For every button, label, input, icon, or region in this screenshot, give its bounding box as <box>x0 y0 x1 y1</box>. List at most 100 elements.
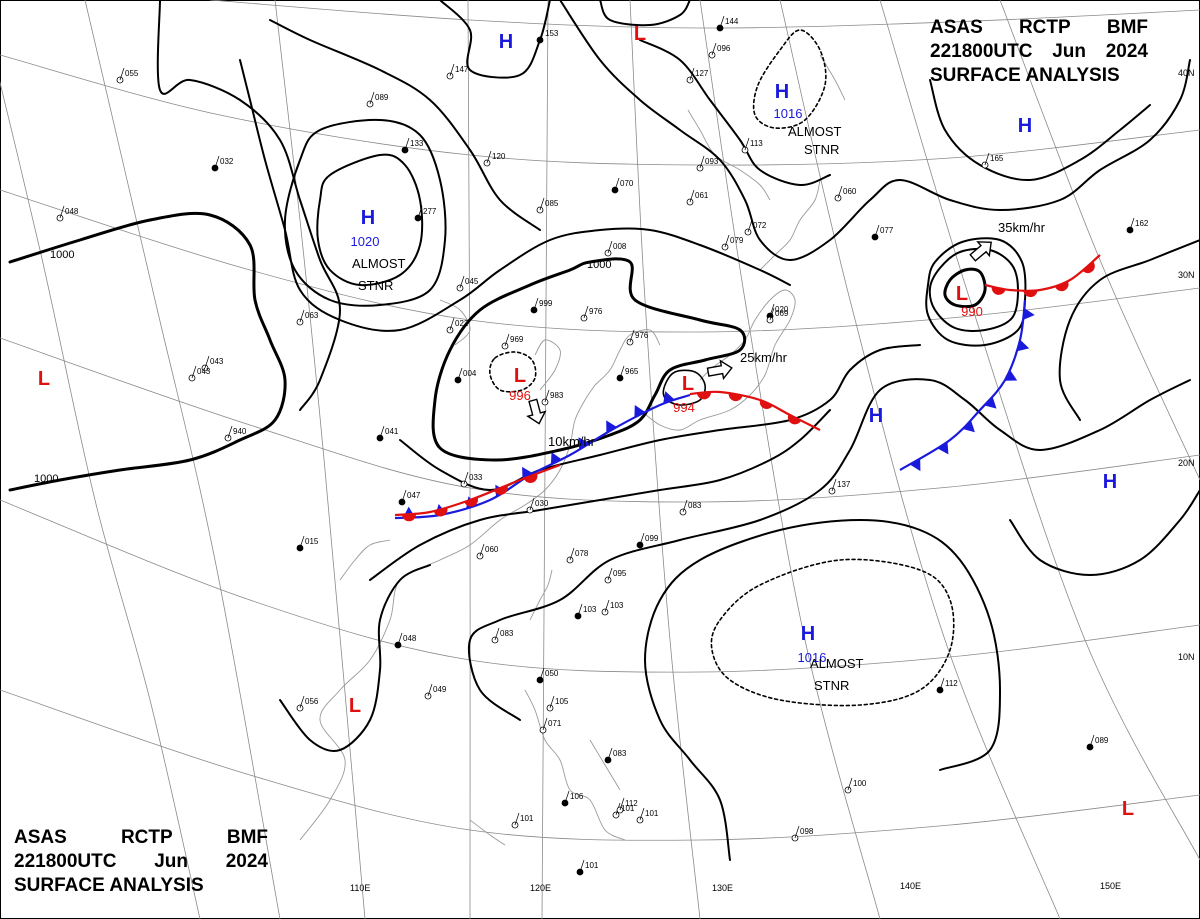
wind-barb <box>604 599 610 613</box>
isobar-south-1 <box>369 409 831 581</box>
movement-speed-label: 35km/hr <box>998 220 1046 235</box>
station-pressure: 147 <box>455 65 469 74</box>
station-plot: 099 <box>636 532 659 549</box>
station-plot: 147 <box>446 63 469 80</box>
high-1020-outer <box>283 118 447 307</box>
low-pressure-center: L <box>682 373 694 395</box>
parallel-line <box>209 0 1200 29</box>
station-plot: 004 <box>454 367 477 384</box>
station-pressure: 969 <box>510 335 524 344</box>
wind-barb <box>449 63 455 77</box>
cold-front-triangle <box>1004 370 1018 381</box>
coastline <box>589 739 621 791</box>
wind-barb <box>607 747 613 761</box>
station-pressure: 022 <box>455 319 469 328</box>
center-pressure-value: 1020 <box>351 234 380 249</box>
station-plot: 096 <box>708 42 731 59</box>
wind-barb <box>379 425 385 439</box>
wind-barb <box>486 150 492 164</box>
warm-front-japan <box>689 390 821 431</box>
wind-barb <box>837 185 843 199</box>
wind-barb <box>719 15 725 29</box>
longitude-label: 140E <box>900 881 921 891</box>
header-line-1: ASAS RCTP BMF <box>14 826 268 850</box>
station-pressure: 083 <box>613 749 627 758</box>
warm-front-semicircle <box>728 392 743 402</box>
station-pressure: 079 <box>730 236 744 245</box>
station-pressure: 153 <box>545 29 559 38</box>
cold-front-triangle <box>1023 308 1035 320</box>
wind-barb <box>463 471 469 485</box>
station-plot: 083 <box>679 499 702 516</box>
station-plot: 120 <box>483 150 506 167</box>
coastline <box>469 819 506 846</box>
station-pressure: 060 <box>485 545 499 554</box>
header-month: Jun <box>154 851 188 872</box>
station-plot: 072 <box>744 219 767 236</box>
header-line-2: 221800UTC Jun 2024 <box>14 850 268 874</box>
station-pressure: 085 <box>545 199 559 208</box>
movement-arrow-low990 <box>969 241 992 262</box>
wind-barb <box>227 425 233 439</box>
station-plot: 106 <box>561 790 584 807</box>
station-plot: 043 <box>188 365 211 382</box>
station-plot: 976 <box>626 329 649 346</box>
station-pressure: 101 <box>520 814 534 823</box>
header-code: BMF <box>226 827 268 848</box>
isobar-mid-north <box>239 59 791 332</box>
wind-barb <box>59 205 65 219</box>
station-pressure: 095 <box>613 569 627 578</box>
motion-arrow-icon <box>526 398 547 425</box>
low-996-dashed-isobar <box>489 351 537 393</box>
station-pressure: 069 <box>775 309 789 318</box>
wind-barb <box>769 303 775 317</box>
header-station: RCTP <box>1018 17 1071 38</box>
header-line-1: ASAS RCTP BMF <box>930 16 1148 40</box>
station-plot: 153 <box>536 27 559 44</box>
station-plot: 133 <box>401 137 424 154</box>
isobar-north-east-2 <box>639 39 831 187</box>
station-plot: 008 <box>604 240 627 257</box>
warm-front-semicircle <box>402 513 417 522</box>
wind-barb <box>542 717 548 731</box>
station-plot: 127 <box>686 67 709 84</box>
station-pressure: 043 <box>197 367 211 376</box>
station-pressure: 078 <box>575 549 589 558</box>
wind-barb <box>514 812 520 826</box>
wind-barb <box>639 532 645 546</box>
isobar-value-label: 1000 <box>34 473 58 485</box>
low-pressure-center: L <box>956 283 968 305</box>
wind-barb <box>699 155 705 169</box>
station-pressure: 096 <box>717 44 731 53</box>
station-plot: 079 <box>721 234 744 251</box>
station-plot: 033 <box>460 471 483 488</box>
station-pressure: 077 <box>880 226 894 235</box>
station-plot: 165 <box>981 152 1004 169</box>
station-plot: 965 <box>616 365 639 382</box>
isobar-far-east <box>1009 489 1200 576</box>
station-pressure: 089 <box>1095 736 1109 745</box>
station-pressure: 113 <box>750 139 763 148</box>
station-plot: 056 <box>296 695 319 712</box>
wind-barb <box>417 205 423 219</box>
movement-speed-label: 10km/hr <box>548 434 596 449</box>
warm-front-semicircle <box>1023 290 1038 298</box>
wind-barb <box>689 189 695 203</box>
wind-barb <box>119 67 125 81</box>
coastline <box>534 339 561 391</box>
station-plot: 048 <box>394 632 417 649</box>
center-pressure-value: 994 <box>673 400 695 415</box>
coastline <box>819 54 846 101</box>
station-plot: 144 <box>716 15 739 32</box>
low-pressure-center: L <box>1122 798 1134 820</box>
station-plot: 077 <box>871 224 894 241</box>
station-plot: 112 <box>616 797 638 814</box>
wind-barb <box>539 667 545 681</box>
meridian-line <box>0 80 201 919</box>
wind-barb <box>204 355 210 369</box>
station-plot: 103 <box>601 599 624 616</box>
station-plot: 101 <box>511 812 534 829</box>
station-plot: 093 <box>696 155 719 172</box>
high-pressure-center: H <box>499 31 513 53</box>
